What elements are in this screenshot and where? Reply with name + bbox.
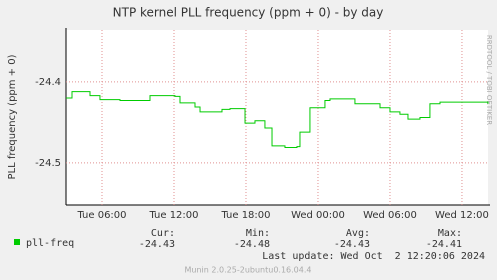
stat-value: -24.48 [234,239,270,250]
stat-label: Avg: [346,228,370,239]
stat-label: Min: [246,228,270,239]
stat-label: Cur: [151,228,175,239]
footer: Munin 2.0.25-2ubuntu0.16.04.4 [185,266,312,275]
stat-value: -24.43 [139,239,175,250]
x-tick-label: Wed 00:00 [291,210,345,221]
x-tick-label: Tue 12:00 [148,210,198,221]
x-tick-label: Tue 06:00 [76,210,126,221]
chart-title: NTP kernel PLL frequency (ppm + 0) - by … [113,6,384,20]
y-tick-label: -24.5 [35,158,61,169]
series-line [66,91,489,148]
y-axis-label: PLL frequency (ppm + 0) [7,54,18,179]
watermark: RRDTOOL / TOBI OETIKER [485,35,493,125]
x-tick-label: Wed 12:00 [435,210,489,221]
stat-value: -24.41 [426,239,462,250]
stat-value: -24.43 [334,239,370,250]
x-tick-label: Tue 18:00 [220,210,270,221]
y-tick-label: -24.4 [35,77,61,88]
last-update: Last update: Wed Oct 2 12:20:06 2024 [262,251,485,262]
x-tick-label: Wed 06:00 [363,210,417,221]
stat-label: Max: [438,228,462,239]
legend-swatch [14,239,20,245]
plot-area [66,30,488,205]
legend-label: pll-freq [26,238,74,249]
